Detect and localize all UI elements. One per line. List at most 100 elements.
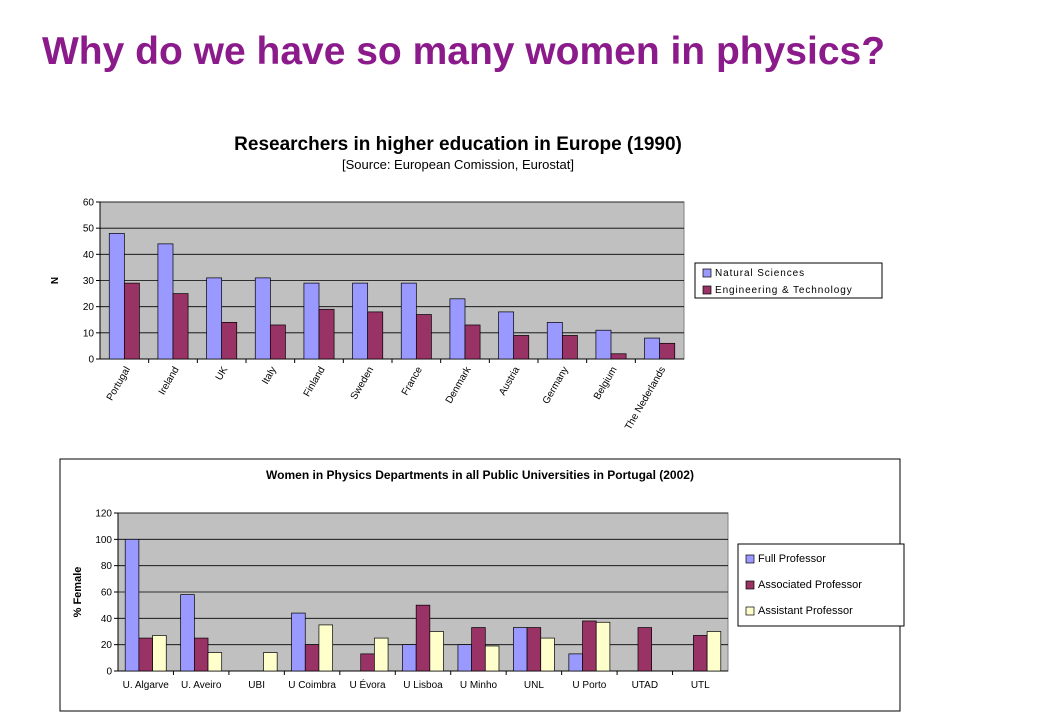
- bar: [595, 329, 612, 360]
- bar: [157, 243, 174, 360]
- bar: [526, 627, 542, 672]
- x-tick-label: UK: [214, 365, 231, 383]
- x-tick-label: UBI: [248, 680, 265, 691]
- x-tick-label: Germany: [541, 365, 571, 406]
- y-tick-label: 100: [95, 535, 112, 546]
- bar: [291, 612, 306, 672]
- legend-label: Natural Sciences: [715, 268, 805, 279]
- bar: [367, 311, 384, 360]
- bar: [303, 282, 320, 360]
- y-tick-label: 20: [101, 640, 113, 651]
- x-tick-label: Denmark: [444, 364, 474, 405]
- x-tick-label: Ireland: [157, 365, 182, 397]
- bar: [457, 644, 472, 672]
- bar: [352, 282, 369, 360]
- bar: [207, 652, 223, 672]
- bar: [429, 631, 444, 672]
- bar: [415, 314, 432, 360]
- x-tick-label: Sweden: [349, 365, 377, 402]
- bar: [464, 324, 481, 360]
- bar: [415, 604, 431, 672]
- bar: [484, 645, 500, 672]
- bar: [206, 277, 223, 360]
- bar: [471, 627, 486, 672]
- y-tick-label: 60: [83, 198, 95, 209]
- x-tick-label: France: [400, 365, 425, 398]
- legend-box: [694, 262, 883, 299]
- bar: [568, 653, 583, 672]
- chart-subtitle: [Source: European Comission, Eurostat]: [342, 157, 574, 172]
- bar: [540, 637, 555, 672]
- y-tick-label: 60: [101, 588, 113, 599]
- bar: [138, 637, 153, 672]
- y-tick-label: 20: [83, 302, 95, 313]
- chart-title: Researchers in higher education in Europ…: [234, 134, 682, 155]
- y-tick-label: 0: [106, 667, 112, 678]
- bar: [644, 337, 661, 360]
- legend-label: Associated Professor: [758, 579, 862, 591]
- x-tick-label: U Évora: [349, 678, 386, 691]
- bar: [693, 635, 708, 672]
- x-tick-label: U. Algarve: [123, 680, 170, 691]
- x-tick-label: U Lisboa: [403, 680, 443, 691]
- x-tick-label: U Coimbra: [288, 680, 336, 691]
- bar: [374, 637, 389, 672]
- bar: [561, 335, 578, 360]
- bar: [180, 594, 195, 672]
- bar: [402, 644, 417, 672]
- y-tick-label: 40: [101, 614, 113, 625]
- legend-swatch: [745, 580, 755, 590]
- x-tick-label: U Porto: [572, 680, 606, 691]
- women-physics-portugal-chart: Women in Physics Departments in all Publ…: [59, 458, 905, 712]
- bar: [263, 652, 278, 672]
- bar: [637, 627, 653, 672]
- bar: [123, 282, 140, 360]
- x-tick-label: U Minho: [460, 680, 498, 691]
- bar: [449, 298, 466, 360]
- bar: [610, 353, 627, 360]
- bar: [659, 342, 676, 360]
- legend-label: Engineering & Technology: [715, 285, 853, 296]
- y-tick-label: 50: [83, 224, 95, 235]
- bar: [193, 637, 209, 672]
- bar: [546, 322, 563, 360]
- bar: [360, 653, 375, 672]
- bar: [152, 635, 167, 672]
- bar: [304, 644, 320, 672]
- legend-swatch: [702, 268, 712, 278]
- legend-label: Full Professor: [758, 553, 826, 565]
- bar: [254, 277, 271, 360]
- researchers-europe-chart: Researchers in higher education in Europ…: [50, 134, 883, 432]
- x-tick-label: UNL: [524, 680, 544, 691]
- legend-box: [737, 543, 905, 627]
- bar: [318, 624, 333, 672]
- x-tick-label: UTL: [691, 680, 710, 691]
- x-tick-label: U. Aveiro: [181, 680, 222, 691]
- bar: [498, 311, 515, 360]
- y-axis-label: % Female: [72, 567, 84, 618]
- bar: [513, 335, 530, 360]
- y-axis-label: N: [50, 277, 61, 284]
- bar: [513, 627, 528, 672]
- slide-title: Why do we have so many women in physics?: [42, 30, 886, 73]
- x-tick-label: UTAD: [632, 680, 658, 691]
- bar: [269, 324, 286, 360]
- x-tick-label: Finland: [302, 365, 328, 399]
- legend-swatch: [702, 285, 712, 295]
- bar: [582, 620, 597, 672]
- bar: [172, 293, 189, 360]
- bar: [221, 322, 238, 360]
- y-tick-label: 10: [83, 328, 95, 339]
- legend-label: Assistant Professor: [758, 605, 853, 617]
- x-tick-label: Belgium: [592, 365, 620, 402]
- bar: [400, 282, 417, 360]
- bar: [124, 538, 140, 672]
- bar: [108, 233, 125, 360]
- bar: [318, 308, 335, 360]
- y-tick-label: 30: [83, 276, 95, 287]
- legend-swatch: [745, 606, 755, 616]
- chart-title: Women in Physics Departments in all Publ…: [266, 468, 694, 482]
- y-tick-label: 120: [95, 509, 112, 520]
- bar: [706, 631, 722, 672]
- x-tick-label: Portugal: [105, 365, 133, 403]
